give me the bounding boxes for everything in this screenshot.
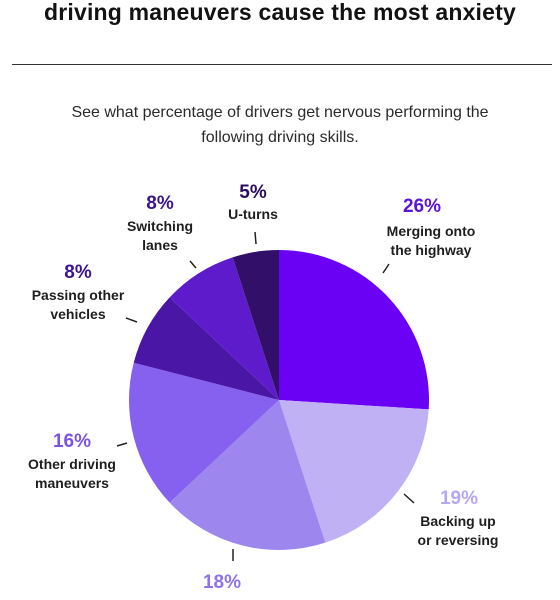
slice-value-label: 8% <box>64 262 92 283</box>
slice-category-label: vehicles <box>50 306 105 322</box>
slice-category-label: Backing up <box>420 513 495 529</box>
pie-slices <box>128 250 429 551</box>
slice-value-label: 16% <box>53 431 91 452</box>
pie-slice <box>128 362 279 503</box>
pie-slice <box>169 257 279 400</box>
slice-value-label: 18% <box>203 572 241 593</box>
chart-subtitle: See what percentage of drivers get nervo… <box>71 104 489 146</box>
leader-line <box>116 442 128 447</box>
slice-labels: 26% Merging onto the highway 19% Backing up o… <box>28 182 498 593</box>
leader-line <box>254 231 257 245</box>
leader-line <box>125 317 138 323</box>
leader-line <box>382 263 390 274</box>
pie-slice <box>279 400 429 543</box>
slice-category-label: U-turns <box>228 206 278 222</box>
chart-title: driving maneuvers cause the most anxiety <box>43 0 516 25</box>
slice-category-label: Passing other <box>32 287 125 303</box>
slice-category-label: maneuvers <box>35 475 109 491</box>
slice-value-label: 26% <box>403 196 441 217</box>
pie-slice <box>169 400 326 551</box>
slice-category-label: the highway <box>391 242 472 258</box>
leader-line <box>189 260 197 269</box>
slice-category-label: lanes <box>142 237 178 253</box>
leader-line <box>403 493 415 504</box>
pie-slice <box>279 250 429 410</box>
leader-lines <box>116 231 415 561</box>
slice-value-label: 19% <box>440 488 478 509</box>
slice-category-label: Other driving <box>28 456 116 472</box>
pie-slice <box>232 250 279 400</box>
slice-value-label: 8% <box>146 193 174 214</box>
pie-slice <box>133 297 279 400</box>
title-divider <box>12 64 552 65</box>
slice-category-label: or reversing <box>418 532 499 548</box>
slice-category-label: Merging onto <box>387 223 476 239</box>
slice-category-label: Switching <box>127 218 193 234</box>
slice-value-label: 5% <box>239 182 267 203</box>
